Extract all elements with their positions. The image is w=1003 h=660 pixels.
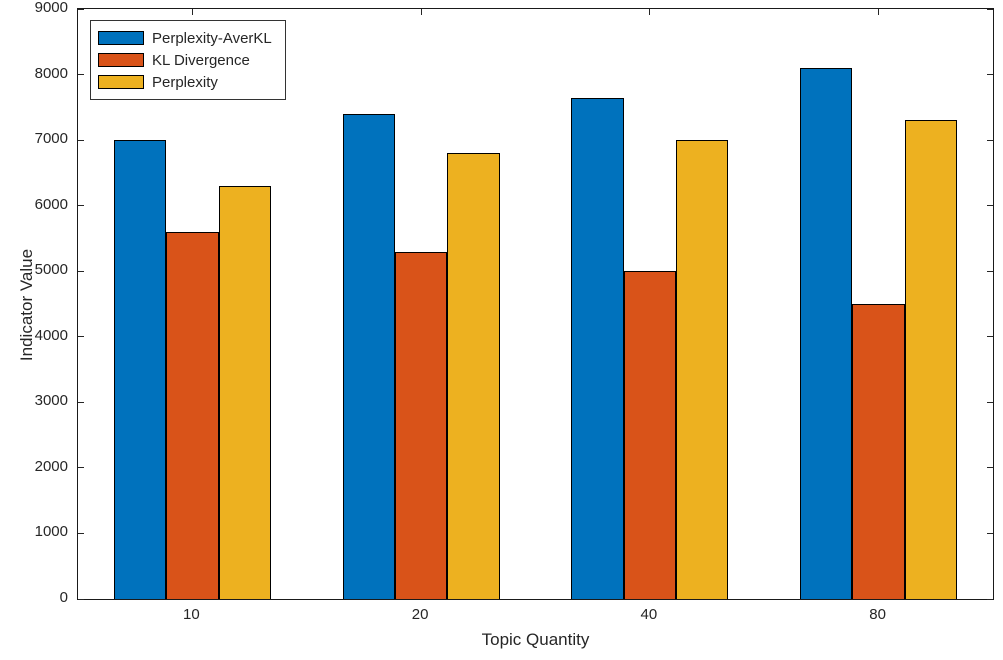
bar-perplexity-x10: [218, 186, 271, 599]
x-tick-mark: [191, 9, 193, 15]
bar-perplexity-averkl-x20: [342, 113, 395, 599]
y-tick-label: 5000: [34, 261, 68, 279]
y-tick-label: 1000: [34, 523, 68, 541]
y-tick-mark: [987, 532, 993, 534]
y-tick-mark: [987, 270, 993, 272]
bar-perplexity-x80: [904, 120, 958, 599]
y-tick-label: 2000: [34, 457, 68, 475]
y-tick-mark: [987, 205, 993, 207]
y-tick-mark: [78, 336, 84, 338]
legend-label: KL Divergence: [152, 51, 250, 69]
legend: Perplexity-AverKL KL Divergence Perplexity: [90, 20, 286, 100]
y-tick-mark: [78, 467, 84, 469]
bar-kl-divergence-x80: [852, 304, 905, 599]
y-tick-mark: [78, 532, 84, 534]
bar-kl-divergence-x20: [394, 251, 448, 599]
bar-kl-divergence-x10: [166, 231, 219, 599]
legend-label: Perplexity-AverKL: [152, 29, 272, 47]
legend-entry: Perplexity-AverKL: [98, 27, 272, 49]
y-tick-mark: [987, 401, 993, 403]
legend-label: Perplexity: [152, 73, 218, 91]
y-tick-mark: [78, 270, 84, 272]
x-tick-label: 10: [183, 606, 200, 623]
y-tick-label: 4000: [34, 326, 68, 344]
y-tick-mark: [987, 598, 993, 600]
y-tick-mark: [987, 74, 993, 76]
y-tick-mark: [78, 598, 84, 600]
y-tick-mark: [78, 401, 84, 403]
bar-kl-divergence-x40: [623, 271, 676, 599]
x-axis-title: Topic Quantity: [481, 630, 590, 649]
plot-area: [77, 8, 994, 600]
y-axis-title: Indicator Value: [17, 248, 36, 362]
y-tick-label: 0: [59, 589, 68, 606]
y-tick-label: 6000: [34, 195, 68, 213]
legend-swatch-icon: [98, 31, 144, 45]
y-tick-label: 8000: [34, 64, 68, 82]
legend-swatch-icon: [98, 53, 144, 67]
x-tick-label: 40: [640, 606, 658, 623]
bar-perplexity-x20: [447, 153, 500, 599]
y-tick-mark: [78, 74, 84, 76]
y-tick-mark: [987, 467, 993, 469]
legend-swatch-icon: [98, 75, 144, 89]
y-tick-label: 7000: [34, 130, 68, 148]
x-tick-label: 20: [411, 606, 429, 623]
x-tick-mark: [420, 9, 422, 15]
y-tick-mark: [987, 8, 993, 10]
legend-entry: Perplexity: [98, 71, 272, 93]
x-tick-mark: [878, 9, 880, 15]
bar-perplexity-x40: [676, 140, 729, 599]
bar-perplexity-averkl-x10: [113, 140, 167, 599]
bar-perplexity-averkl-x40: [571, 97, 624, 599]
y-tick-label: 9000: [34, 0, 68, 16]
y-tick-label: 3000: [34, 392, 68, 410]
y-tick-mark: [78, 139, 84, 141]
legend-entry: KL Divergence: [98, 49, 272, 71]
x-tick-label: 80: [869, 606, 886, 623]
y-tick-mark: [987, 139, 993, 141]
y-tick-mark: [987, 336, 993, 338]
y-tick-mark: [78, 8, 84, 10]
x-tick-mark: [649, 9, 651, 15]
y-tick-mark: [78, 205, 84, 207]
bar-perplexity-averkl-x80: [800, 68, 853, 599]
